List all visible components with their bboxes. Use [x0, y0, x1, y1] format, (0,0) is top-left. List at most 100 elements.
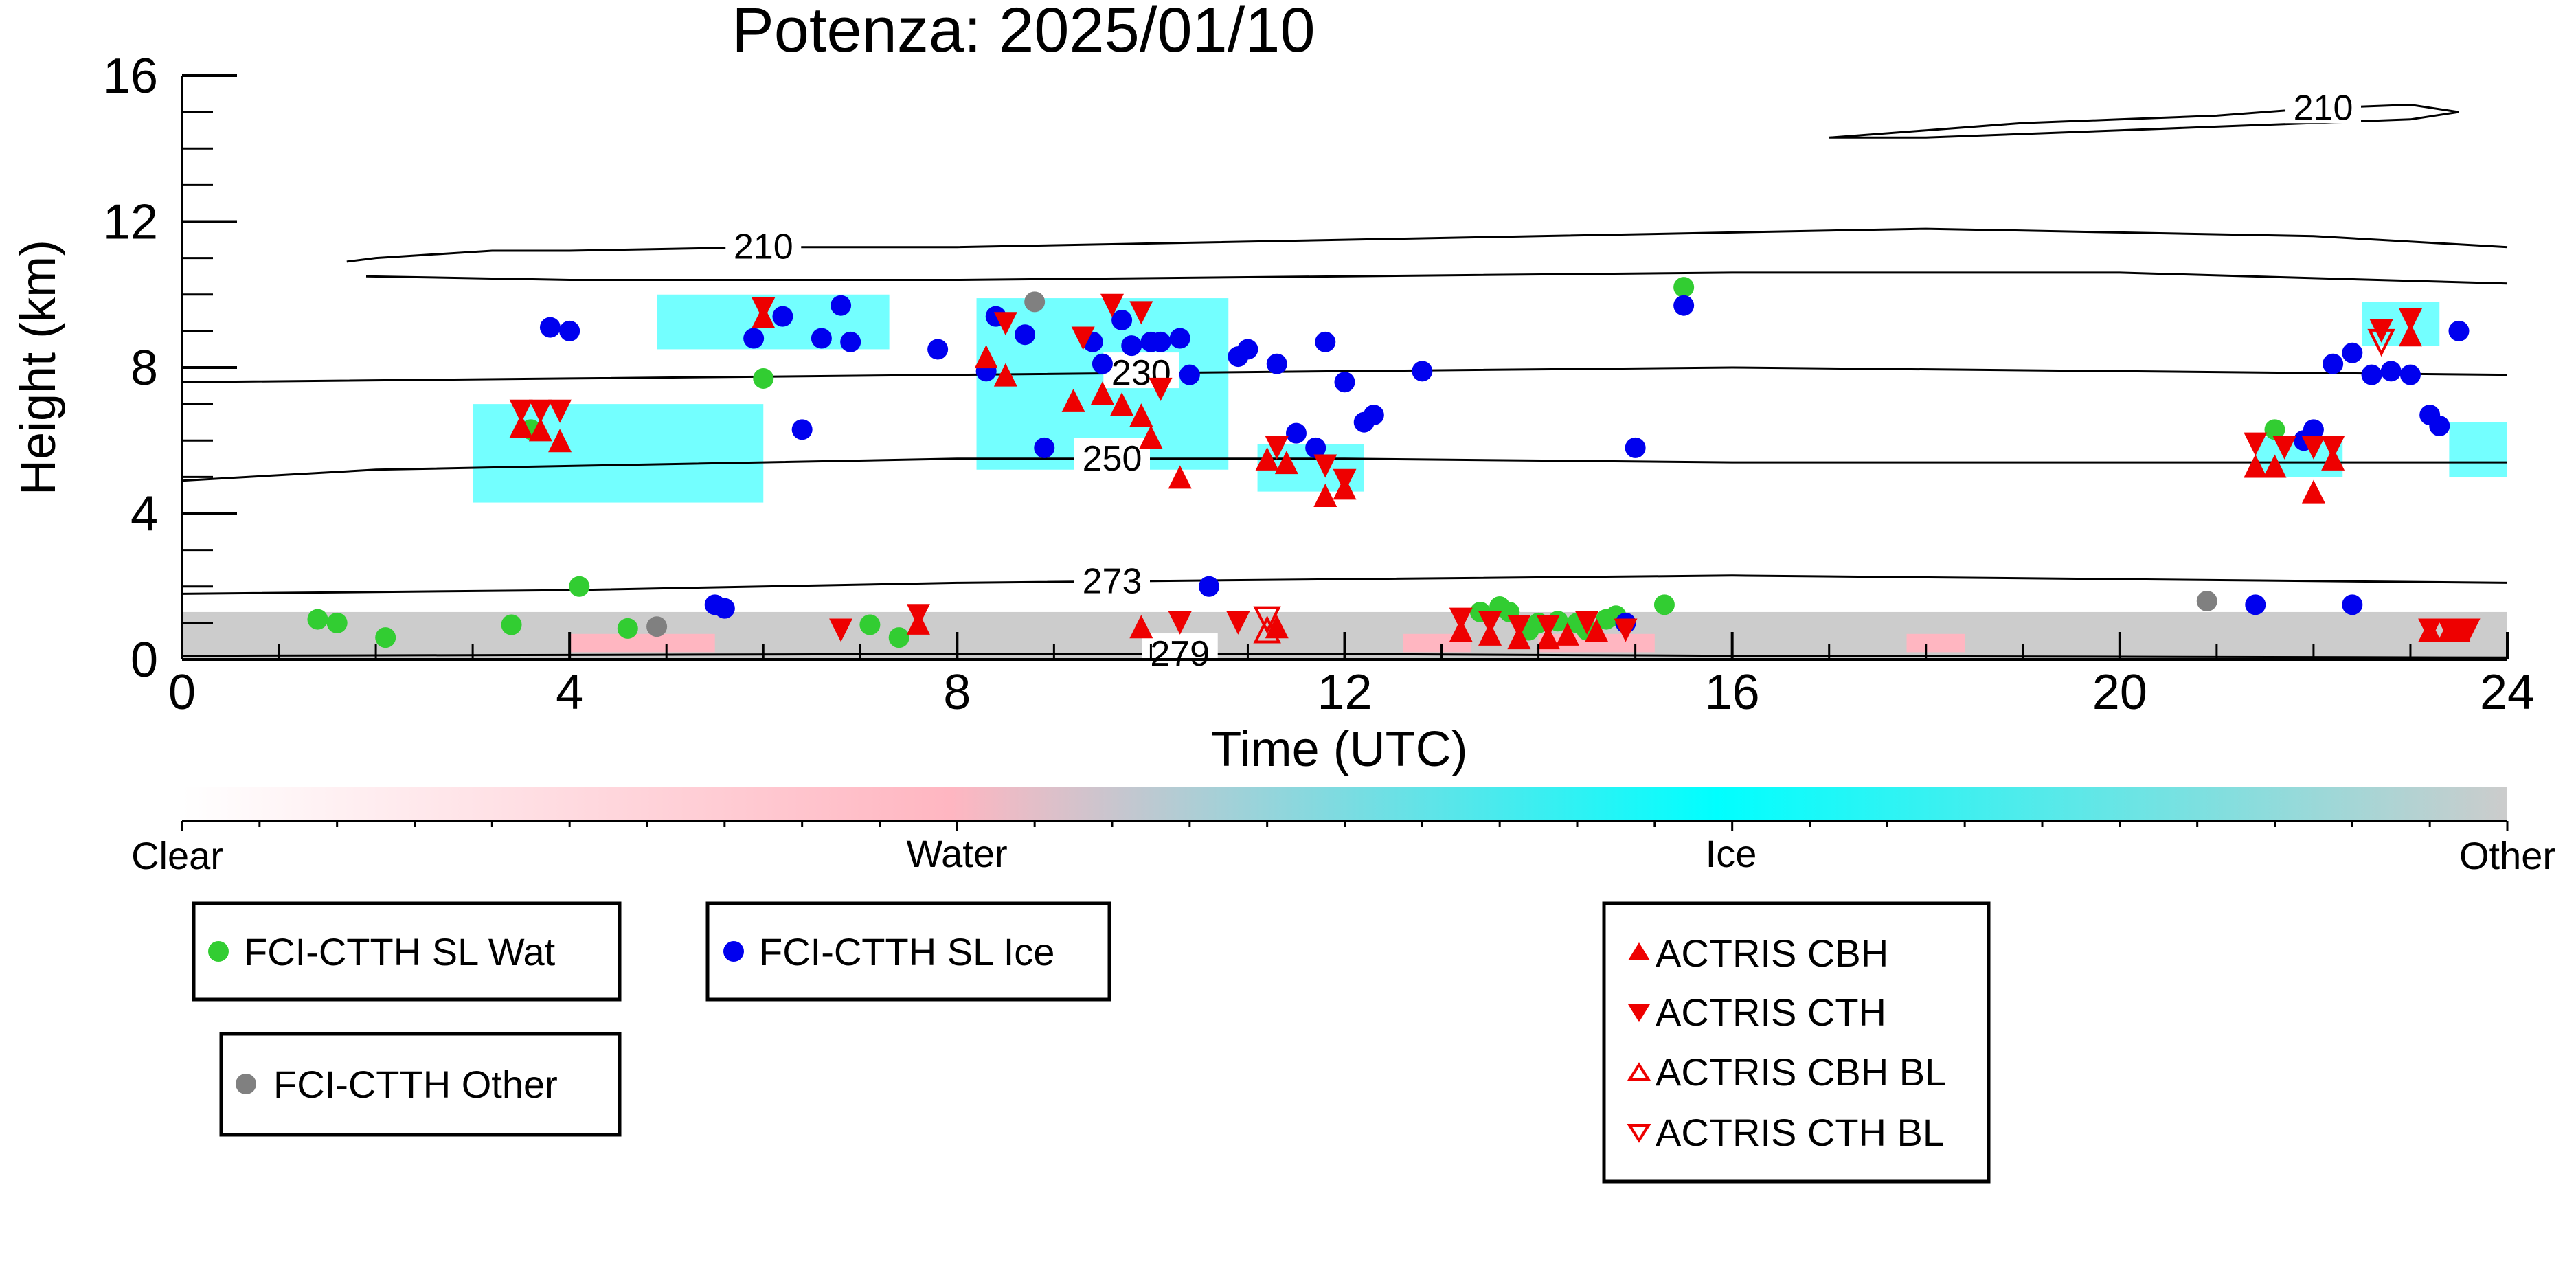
fci-ctth-sl-wat-point: [501, 614, 522, 635]
actris-cbh-point: [1274, 451, 1298, 475]
y-tick-label: 12: [103, 195, 158, 250]
contour-line: [181, 366, 2508, 383]
contour-label: 210: [734, 227, 793, 267]
actris-cth-point: [1071, 326, 1095, 350]
colorbar: [182, 787, 2507, 821]
axis-ticks: 0 4 8 12 16 20 24 0 4 8 12 16: [103, 49, 2535, 720]
x-tick-label: 16: [1705, 665, 1760, 720]
actris-cth-point: [906, 604, 930, 628]
water-patch: [1906, 633, 1965, 653]
contour-label-bg: [2285, 87, 2362, 124]
fci-ctth-sl-ice-point: [2361, 364, 2382, 385]
legend-other-marker: [236, 1074, 256, 1094]
actris-cth-point: [2437, 618, 2461, 642]
x-tick-label: 4: [556, 665, 583, 720]
actris-cth-point: [1149, 377, 1173, 401]
contour-label: 279: [1150, 634, 1210, 674]
fci-ctth-sl-wat-point: [569, 576, 590, 597]
actris-cth-point: [1168, 611, 1192, 635]
fci-ctth-sl-ice-point: [1092, 353, 1113, 374]
contour-label-bg: [725, 226, 802, 262]
fci-ctth-sl-ice-point: [927, 339, 949, 360]
fci-ctth-sl-ice-point: [1285, 422, 1307, 444]
actris-cbh-point: [1255, 447, 1279, 471]
actris-cth-point: [1313, 454, 1337, 478]
colorbar-label-water: Water: [906, 832, 1007, 875]
contour-line: [346, 227, 2508, 263]
contour-line: [365, 271, 2508, 285]
actris-cth-point: [1129, 301, 1153, 325]
fci-ctth-sl-ice-point: [1363, 405, 1384, 426]
x-tick-label: 8: [943, 665, 971, 720]
actris-cbh-bl-point: [1253, 615, 1281, 644]
actris-cbh-point: [548, 429, 572, 453]
fci-ctth-sl-ice-point: [2342, 594, 2363, 615]
fci-ctth-sl-ice-point: [1315, 331, 1336, 352]
y-tick-label: 4: [131, 487, 158, 542]
fci-ctth-sl-ice-point: [2342, 342, 2363, 363]
legend-wat: FCI-CTTH SL Wat: [192, 901, 622, 1002]
fci-ctth-sl-ice-point: [714, 598, 735, 619]
contour-line: [181, 457, 2507, 482]
actris-cth-point: [1614, 618, 1638, 642]
legend-other: FCI-CTTH Other: [219, 1032, 622, 1137]
actris-cth-point: [1507, 615, 1531, 639]
fci-ctth-sl-ice-point: [559, 320, 580, 341]
fci-ctth-sl-wat-point: [859, 614, 881, 635]
x-tick-label: 20: [2092, 665, 2147, 720]
contour-label: 250: [1083, 439, 1142, 479]
fci-ctth-sl-wat-point: [375, 627, 396, 648]
actris-cth-bl-point: [1253, 606, 1281, 635]
actris-cbh-point: [2263, 454, 2287, 478]
actris-cbh-point: [2447, 618, 2471, 642]
fci-ctth-sl-ice-point: [1412, 361, 1433, 382]
fci-ctth-other-point: [646, 616, 668, 637]
colorbar-ticks: [181, 821, 2509, 831]
fci-ctth-sl-ice-point: [1179, 364, 1200, 385]
fci-ctth-sl-ice-point: [1305, 437, 1326, 458]
actris-cth-point: [1333, 468, 1357, 493]
actris-cbh-point: [1110, 392, 1134, 416]
fci-ctth-other-point: [2196, 591, 2217, 611]
fci-ctth-sl-ice-point: [2323, 353, 2344, 374]
fci-ctth-sl-wat-point: [2264, 419, 2285, 440]
actris-cth-point: [2244, 432, 2268, 456]
fci-ctth-sl-ice-point: [1111, 309, 1133, 330]
colorbar-label-ice: Ice: [1706, 832, 1757, 875]
y-tick-label: 8: [131, 341, 158, 396]
actris-cth-point: [829, 618, 853, 642]
contour-label-bg: [1142, 633, 1218, 670]
y-tick-label: 16: [103, 49, 158, 104]
actris-cbh-point: [528, 418, 552, 442]
colorbar-label-clear: Clear: [131, 834, 223, 877]
water-patch: [569, 633, 715, 653]
actris-cth-point: [1575, 611, 1599, 635]
y-axis-label: Height (km): [11, 240, 66, 495]
fci-ctth-sl-ice-point: [2448, 320, 2470, 341]
legend-cbh-bl-label: ACTRIS CBH BL: [1656, 1050, 1946, 1094]
actris-cth-point: [509, 399, 533, 423]
actris-cth-point: [528, 399, 552, 423]
legend-ice-marker: [723, 941, 744, 962]
contour-line: [1829, 103, 2459, 139]
fci-ctth-other-point: [1024, 291, 1046, 313]
fci-ctth-sl-ice-point: [772, 306, 793, 327]
fci-ctth-sl-ice-point: [811, 328, 832, 349]
fci-ctth-sl-ice-point: [1150, 331, 1171, 352]
actris-cbh-point: [1129, 403, 1153, 427]
fci-ctth-sl-ice-point: [1034, 437, 1055, 458]
legend-wat-marker: [208, 941, 229, 962]
contour-label: 273: [1083, 561, 1142, 601]
actris-cbh-point: [2244, 454, 2268, 478]
fci-ctth-sl-wat-point: [1653, 594, 1675, 615]
fci-ctth-sl-ice-point: [2245, 594, 2266, 615]
fci-ctth-sl-ice-point: [539, 317, 561, 338]
actris-cth-point: [1536, 615, 1560, 639]
legend-cth-bl-marker: [1627, 1124, 1651, 1143]
fci-ctth-sl-ice-point: [1266, 353, 1287, 374]
colorbar-label-other: Other: [2459, 834, 2555, 877]
fci-ctth-sl-ice-point: [1237, 339, 1258, 360]
actris-cbh-point: [1061, 388, 1085, 412]
actris-cth-point: [2301, 436, 2325, 460]
legend-cbh-marker: [1628, 942, 1650, 960]
